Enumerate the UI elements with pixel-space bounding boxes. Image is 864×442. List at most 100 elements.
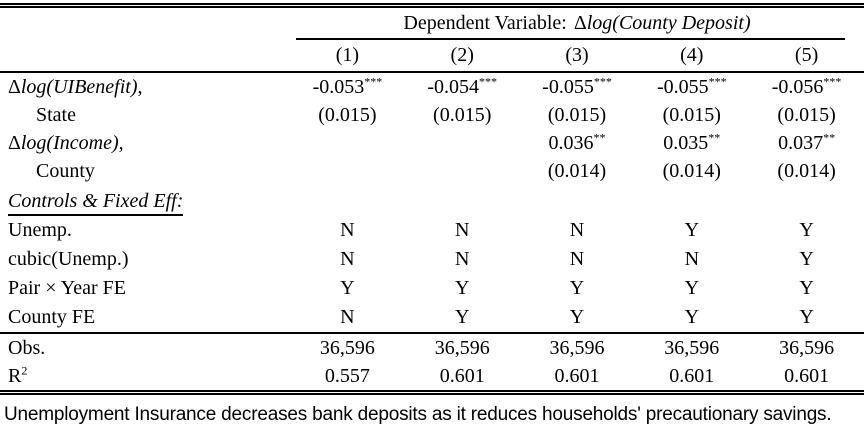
control-row-unemp: Unemp. N N N Y Y bbox=[0, 216, 864, 245]
yn-cell: Y bbox=[799, 248, 814, 270]
yn-cell: Y bbox=[340, 277, 355, 299]
stats-rule bbox=[0, 332, 864, 334]
coef-row-uibenefit: Δlog(UIBenefit), -0.053*** -0.054*** -0.… bbox=[0, 73, 864, 101]
se-row-income: County (0.014) (0.014) (0.014) bbox=[0, 157, 864, 185]
row-sublabel-county: County bbox=[36, 159, 95, 182]
yn-cell: Y bbox=[454, 277, 470, 299]
dependent-variable-underline bbox=[296, 38, 845, 40]
yn-cell: Y bbox=[569, 306, 585, 328]
dependent-variable-math: log(County Deposit) bbox=[586, 11, 751, 34]
delta-symbol: Δ bbox=[8, 75, 21, 98]
yn-cell: N bbox=[454, 248, 470, 270]
regression-table-page: Dependent Variable: Δlog(County Deposit) … bbox=[0, 3, 864, 442]
row-label-rsquared: R2 bbox=[0, 362, 290, 388]
obs-cell: 36,596 bbox=[434, 336, 490, 359]
stats-row-obs: Obs. 36,596 36,596 36,596 36,596 36,596 bbox=[0, 334, 864, 362]
significance-stars: ** bbox=[593, 129, 606, 144]
coef-value: -0.054 bbox=[427, 75, 480, 98]
section-header-cell: Controls & Fixed Eff: bbox=[0, 189, 290, 216]
yn-cell: Y bbox=[684, 306, 700, 328]
coef-value: -0.055 bbox=[542, 75, 594, 98]
yn-cell: N bbox=[454, 219, 470, 241]
column-numbers-row: (1) (2) (3) (4) (5) bbox=[0, 40, 864, 71]
significance-stars: *** bbox=[823, 73, 842, 88]
r-symbol: R bbox=[8, 364, 22, 387]
rsq-cell: 0.601 bbox=[669, 364, 715, 387]
coef-value: 0.037 bbox=[778, 131, 824, 154]
delta-symbol: Δ bbox=[8, 131, 21, 154]
section-header-controls-fixed-effects: Controls & Fixed Eff: bbox=[8, 189, 184, 216]
coef-cell: 0.037** bbox=[749, 129, 864, 155]
significance-stars: *** bbox=[364, 73, 383, 88]
obs-cell: 36,596 bbox=[319, 336, 375, 359]
significance-stars: *** bbox=[708, 73, 727, 88]
se-cell: (0.014) bbox=[662, 159, 721, 182]
bottom-double-rule bbox=[0, 390, 864, 395]
se-cell: (0.015) bbox=[318, 103, 377, 126]
coef-value: -0.056 bbox=[771, 75, 824, 98]
yn-cell: Y bbox=[454, 306, 470, 328]
yn-cell: N bbox=[684, 248, 700, 270]
row-label-unemp: Unemp. bbox=[8, 219, 72, 241]
coef-cell: -0.055*** bbox=[634, 73, 749, 99]
significance-stars: *** bbox=[593, 73, 612, 88]
coef-cell: -0.056*** bbox=[749, 73, 864, 99]
column-header-4: (4) bbox=[680, 44, 704, 66]
se-cell: (0.014) bbox=[777, 159, 836, 182]
yn-cell: N bbox=[340, 219, 355, 241]
header-rule bbox=[0, 71, 864, 73]
control-row-pair-year-fe: Pair × Year FE Y Y Y Y Y bbox=[0, 274, 864, 303]
coef-cell: -0.053*** bbox=[290, 73, 405, 99]
yn-cell: N bbox=[569, 219, 585, 241]
column-header-5: (5) bbox=[794, 44, 819, 66]
coef-row-income: Δlog(Income), 0.036** 0.035** 0.037** bbox=[0, 129, 864, 157]
dependent-variable-header: Dependent Variable: Δlog(County Deposit) bbox=[290, 12, 864, 35]
stats-row-rsquared: R2 0.557 0.601 0.601 0.601 0.601 bbox=[0, 362, 864, 390]
top-double-rule bbox=[0, 3, 864, 8]
column-header-1: (1) bbox=[335, 44, 360, 66]
row-sublabel-state: State bbox=[36, 103, 76, 126]
yn-cell: N bbox=[569, 248, 585, 270]
rsq-cell: 0.601 bbox=[784, 364, 830, 387]
label-comma: , bbox=[137, 75, 143, 98]
coef-value: 0.036 bbox=[548, 131, 594, 154]
se-cell: (0.015) bbox=[662, 103, 721, 126]
section-header-row: Controls & Fixed Eff: bbox=[0, 185, 864, 216]
coef-value: -0.053 bbox=[312, 75, 365, 98]
rsq-cell: 0.557 bbox=[324, 364, 370, 387]
se-cell: (0.014) bbox=[547, 159, 607, 182]
coef-cell: -0.054*** bbox=[405, 73, 520, 99]
se-row-uibenefit: State (0.015) (0.015) (0.015) (0.015) (0… bbox=[0, 101, 864, 129]
delta-symbol: Δ bbox=[573, 11, 587, 34]
se-cell: (0.015) bbox=[547, 103, 607, 126]
coef-value: -0.055 bbox=[656, 75, 709, 98]
significance-stars: ** bbox=[823, 129, 836, 144]
row-label-income: Δlog(Income), bbox=[0, 132, 290, 155]
row-label-county-fe: County FE bbox=[8, 306, 96, 328]
yn-cell: Y bbox=[684, 277, 700, 299]
yn-cell: N bbox=[340, 306, 355, 328]
coef-cell: -0.055*** bbox=[520, 73, 635, 99]
significance-stars: *** bbox=[479, 73, 498, 88]
obs-cell: 36,596 bbox=[664, 336, 720, 359]
control-row-county-fe: County FE N Y Y Y Y bbox=[0, 303, 864, 332]
yn-cell: N bbox=[340, 248, 355, 270]
obs-cell: 36,596 bbox=[549, 336, 605, 359]
yn-cell: Y bbox=[569, 277, 585, 299]
rsq-cell: 0.601 bbox=[439, 364, 485, 387]
column-header-2: (2) bbox=[450, 44, 474, 66]
yn-cell: Y bbox=[799, 219, 814, 241]
control-row-cubic-unemp: cubic(Unemp.) N N N N Y bbox=[0, 245, 864, 274]
yn-cell: Y bbox=[799, 277, 814, 299]
obs-cell: 36,596 bbox=[779, 336, 835, 359]
r-exponent: 2 bbox=[21, 362, 28, 377]
row-label-obs: Obs. bbox=[8, 336, 46, 359]
rsq-cell: 0.601 bbox=[554, 364, 600, 387]
dependent-variable-row: Dependent Variable: Δlog(County Deposit) bbox=[0, 8, 864, 38]
yn-cell: Y bbox=[684, 219, 700, 241]
column-header-3: (3) bbox=[565, 44, 589, 66]
coef-cell: 0.035** bbox=[634, 131, 749, 155]
label-comma: , bbox=[118, 131, 124, 154]
row-label-uibenefit: Δlog(UIBenefit), bbox=[0, 76, 290, 99]
se-cell: (0.015) bbox=[777, 103, 836, 126]
